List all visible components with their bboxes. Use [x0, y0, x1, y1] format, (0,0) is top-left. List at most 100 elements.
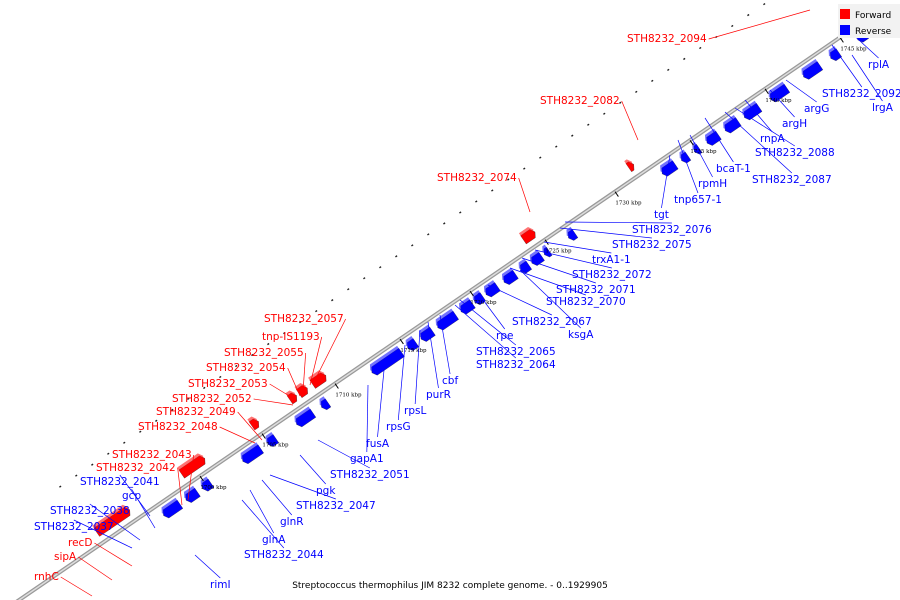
gene-label-rpsl[interactable]: rpsL [404, 405, 426, 417]
gene-label-sth8232-2055[interactable]: STH8232_2055 [224, 347, 304, 359]
gene-feature-shade [679, 149, 690, 161]
guide-dot [347, 288, 350, 291]
gene-label-tnp657-1[interactable]: tnp657-1 [674, 194, 722, 206]
gene-label-rnpa[interactable]: rnpA [760, 133, 785, 145]
gene-label-sth8232-2037[interactable]: STH8232_2037 [34, 521, 114, 533]
gene-label-sth8232-2051[interactable]: STH8232_2051 [330, 469, 410, 481]
gene-label-sth8232-2053[interactable]: STH8232_2053 [188, 378, 268, 390]
guide-dot [395, 255, 398, 258]
gene-label-gapa1[interactable]: gapA1 [350, 453, 384, 465]
label-leader-line [302, 352, 307, 393]
guide-dot [683, 57, 686, 61]
gene-label-sth8232-2094[interactable]: STH8232_2094 [627, 33, 707, 45]
gene-label-sth8232-2082[interactable]: STH8232_2082 [540, 95, 620, 107]
gene-label-fusa[interactable]: fusA [366, 438, 390, 450]
label-leader-line [377, 359, 386, 438]
gene-label-rpsg[interactable]: rpsG [386, 421, 411, 433]
gene-label-tnp-is1193[interactable]: tnp-IS1193 [262, 331, 320, 343]
gene-label-tgt[interactable]: tgt [654, 209, 669, 221]
gene-label-sth8232-2075[interactable]: STH8232_2075 [612, 239, 692, 251]
gene-label-sth8232-2041[interactable]: STH8232_2041 [80, 476, 160, 488]
gene-label-sth8232-2054[interactable]: STH8232_2054 [206, 362, 286, 374]
label-leader-line [78, 556, 113, 581]
label-leader-line [299, 454, 326, 485]
gene-label-lrga[interactable]: lrgA [872, 102, 894, 114]
guide-dot [331, 299, 334, 302]
label-leader-line [269, 383, 297, 401]
guide-dot [587, 123, 590, 126]
gene-feature-shade [483, 280, 499, 295]
guide-dot [59, 485, 62, 488]
guide-dot [379, 266, 382, 269]
gene-label-sth8232-2076[interactable]: STH8232_2076 [632, 224, 712, 236]
gene-label-sth8232-2044[interactable]: STH8232_2044 [244, 549, 324, 561]
guide-dot [235, 364, 238, 368]
gene-label-glnr[interactable]: glnR [280, 516, 304, 528]
gene-label-sth8232-2072[interactable]: STH8232_2072 [572, 269, 652, 281]
gene-label-trxa1-1[interactable]: trxA1-1 [592, 254, 631, 266]
gene-label-rpmh[interactable]: rpmH [698, 178, 727, 190]
gene-label-sth8232-2087[interactable]: STH8232_2087 [752, 174, 832, 186]
gene-label-sth8232-2074[interactable]: STH8232_2074 [437, 172, 517, 184]
gene-label-rnhc[interactable]: rnhC [34, 571, 59, 583]
gene-labels: STH8232_2094 STH8232_2082 STH8232_2074 STH8… [34, 33, 900, 591]
label-leader-line [704, 117, 734, 163]
scale-tick-label: 1700 kbp [200, 485, 227, 491]
gene-feature-shade [177, 453, 204, 476]
gene-label-bcat-1[interactable]: bcaT-1 [716, 163, 751, 175]
guide-dot [475, 200, 478, 203]
label-leader-line [317, 439, 371, 469]
guide-dot [571, 134, 574, 137]
label-leader-line [831, 44, 863, 88]
guide-dot [651, 79, 654, 83]
gene-label-gcp[interactable]: gcp [122, 490, 141, 502]
gene-label-argh[interactable]: argH [782, 118, 807, 130]
label-leader-line [785, 79, 817, 103]
gene-feature-shade [723, 115, 740, 131]
gene-label-ksga[interactable]: ksgA [568, 329, 594, 341]
gene-feature-shade [265, 431, 278, 445]
gene-label-sth8232-2092[interactable]: STH8232_2092 [822, 88, 900, 100]
gene-label-sth8232-2038[interactable]: STH8232_2038 [50, 505, 130, 517]
guide-dot [107, 452, 110, 455]
gene-label-sth8232-2043[interactable]: STH8232_2043 [112, 449, 192, 461]
label-leader-line [287, 367, 301, 397]
gene-label-sth8232-2057[interactable]: STH8232_2057 [264, 313, 344, 325]
gene-label-rpe[interactable]: rpe [496, 330, 513, 342]
gene-label-sipa[interactable]: sipA [54, 551, 77, 563]
legend: Forward Reverse [838, 4, 900, 38]
legend-forward-swatch [840, 9, 850, 19]
gene-label-sth8232-2047[interactable]: STH8232_2047 [296, 500, 376, 512]
scale-tick-label: 1740 kbp [765, 98, 792, 104]
gene-label-sth8232-2048[interactable]: STH8232_2048 [138, 421, 218, 433]
gene-label-sth8232-2070[interactable]: STH8232_2070 [546, 296, 626, 308]
gene-label-sth8232-2064[interactable]: STH8232_2064 [476, 359, 556, 371]
scale-tick-mark [399, 338, 404, 345]
gene-label-sth8232-2065[interactable]: STH8232_2065 [476, 346, 556, 358]
label-leader-line [241, 499, 285, 549]
gene-feature-shade [529, 249, 543, 264]
guide-dot [203, 386, 206, 390]
guide-dot [219, 375, 222, 379]
gene-label-sth8232-2049[interactable]: STH8232_2049 [156, 406, 236, 418]
gene-label-sth8232-2052[interactable]: STH8232_2052 [172, 393, 252, 405]
scale-tick-label: 1705 kbp [262, 443, 289, 449]
gene-label-purr[interactable]: purR [426, 389, 451, 401]
gene-label-sth8232-2067[interactable]: STH8232_2067 [512, 316, 592, 328]
gene-label-pgk[interactable]: pgk [316, 485, 336, 497]
gene-label-glna[interactable]: glnA [262, 534, 286, 546]
label-leader-line [249, 489, 275, 534]
gene-label-rimi[interactable]: rimI [210, 579, 231, 591]
scale-tick-mark [764, 88, 769, 95]
gene-label-sth8232-2042[interactable]: STH8232_2042 [96, 462, 176, 474]
gene-label-rpla[interactable]: rplA [868, 59, 890, 71]
outer-dotted-guide [59, 2, 766, 488]
label-leader-line [661, 154, 671, 209]
gene-label-recd[interactable]: recD [68, 537, 92, 549]
gene-label-sth8232-2088[interactable]: STH8232_2088 [755, 147, 835, 159]
gene-feature-shade [240, 442, 262, 462]
gene-label-sth8232-2071[interactable]: STH8232_2071 [556, 284, 636, 296]
gene-label-argg[interactable]: argG [804, 103, 829, 115]
gene-label-cbf[interactable]: cbf [442, 375, 458, 387]
scale-tick-label: 1725 kbp [545, 249, 572, 255]
